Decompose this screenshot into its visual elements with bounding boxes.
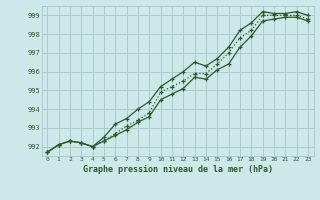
X-axis label: Graphe pression niveau de la mer (hPa): Graphe pression niveau de la mer (hPa): [83, 165, 273, 174]
